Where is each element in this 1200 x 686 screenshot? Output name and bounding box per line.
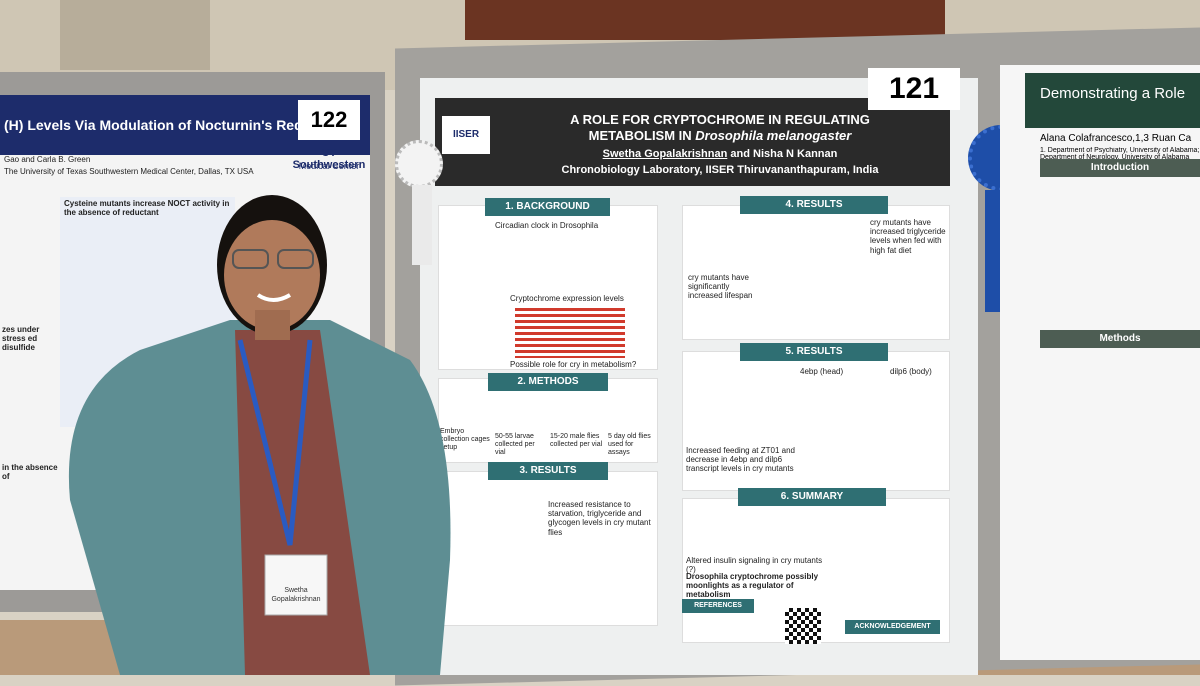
finding: cry mutants have significantly increased… <box>688 273 753 301</box>
smile <box>256 293 292 302</box>
method-step: 5 day old flies used for assays <box>608 433 651 457</box>
glasses <box>232 249 269 269</box>
finding: Drosophila cryptochrome possibly moonlig… <box>686 572 819 600</box>
section-heading: 5. RESULTS <box>740 343 888 361</box>
left-poster-affiliation: The University of Texas Southwestern Med… <box>4 167 254 176</box>
finding: Increased resistance to starvation, trig… <box>548 500 651 537</box>
section-heading: 4. RESULTS <box>740 196 888 214</box>
caption: Possible role for cry in metabolism? <box>510 360 637 369</box>
method-step: 50-55 larvae collected per vial <box>495 433 535 457</box>
main-poster: IISER A ROLE FOR CRYPTOCHROME IN REGULAT… <box>420 68 978 675</box>
badge-name: Swetha <box>284 587 307 594</box>
acknowledgement: ACKNOWLEDGEMENT <box>845 620 940 634</box>
iiser-logo: IISER <box>442 116 490 154</box>
right-poster-affiliation: 1. Department of Psychiatry, University … <box>1040 147 1200 161</box>
left-poster-number: 122 <box>298 100 360 140</box>
left-poster-lower-heading: in the absence of <box>2 463 58 482</box>
main-title: A ROLE FOR CRYPTOCHROME IN REGULATING <box>570 112 870 127</box>
finding: Increased feeding at ZT01 and decrease i… <box>686 446 795 474</box>
finding: cry mutants have increased triglyceride … <box>870 218 946 255</box>
title-band <box>435 98 950 186</box>
references: REFERENCES <box>682 599 754 613</box>
left-poster-authors: Gao and Carla B. Green <box>4 155 91 164</box>
finding: Altered insulin signaling in cry mutants… <box>686 556 823 575</box>
glasses <box>277 249 314 269</box>
section-heading: 2. METHODS <box>488 373 608 391</box>
pillar <box>60 0 210 70</box>
method-step: 15-20 male flies collected per vial <box>550 433 603 449</box>
face <box>224 220 320 330</box>
right-poster: Demonstrating a Role Alana Colafrancesco… <box>1000 65 1200 660</box>
caption: Cryptochrome expression levels <box>510 294 624 303</box>
right-poster-authors: Alana Colafrancesco,1,3 Ruan Ca <box>1040 133 1192 144</box>
method-step: Embryo collection cages setup <box>440 428 490 452</box>
section-heading: 6. SUMMARY <box>738 488 886 506</box>
name-badge <box>264 554 328 616</box>
left-poster-logo-sub: Medical Center <box>298 161 360 171</box>
species: Drosophila melanogaster <box>695 128 852 143</box>
qr-code <box>785 608 821 644</box>
coauthor: and Nisha N Kannan <box>730 148 838 160</box>
panel-label: 4ebp (head) <box>800 367 844 376</box>
left-poster-side-heading: zes under stress ed disulfide <box>2 325 40 353</box>
results3-box <box>438 471 658 626</box>
authors-line: Swetha Gopalakrishnan and Nisha N Kannan <box>505 148 935 160</box>
ribbon <box>412 185 432 265</box>
section-heading: Introduction <box>1040 159 1200 177</box>
methods-box <box>438 378 658 463</box>
main-title-line2: METABOLISM IN Drosophila melanogaster <box>505 128 935 143</box>
section-heading: 3. RESULTS <box>488 462 608 480</box>
section-heading: 1. BACKGROUND <box>485 198 610 216</box>
caption: Circadian clock in Drosophila <box>495 221 599 230</box>
lanyard <box>237 339 313 546</box>
left-poster-heading: Cysteine mutants increase NOCT activity … <box>64 199 230 218</box>
badge-surname: Gopalakrishnan <box>271 596 320 603</box>
panel-label: dilp6 (body) <box>890 367 932 376</box>
left-poster-logo: UT Southwestern <box>292 147 366 171</box>
left-poster-title: (H) Levels Via Modulation of Nocturnin's… <box>4 117 304 133</box>
main-title-text: METABOLISM IN <box>588 128 692 143</box>
neck <box>255 310 290 340</box>
expression-chart <box>515 308 625 358</box>
poster-number: 121 <box>868 68 960 110</box>
door <box>465 0 945 40</box>
rosette <box>395 140 443 188</box>
right-poster-banner <box>1025 73 1200 128</box>
section-heading: Methods <box>1040 330 1200 348</box>
right-poster-title: Demonstrating a Role <box>1040 85 1186 102</box>
presenter: Swetha Gopalakrishnan <box>602 148 728 160</box>
affiliation: Chronobiology Laboratory, IISER Thiruvan… <box>561 164 879 176</box>
results5-box <box>682 351 950 491</box>
